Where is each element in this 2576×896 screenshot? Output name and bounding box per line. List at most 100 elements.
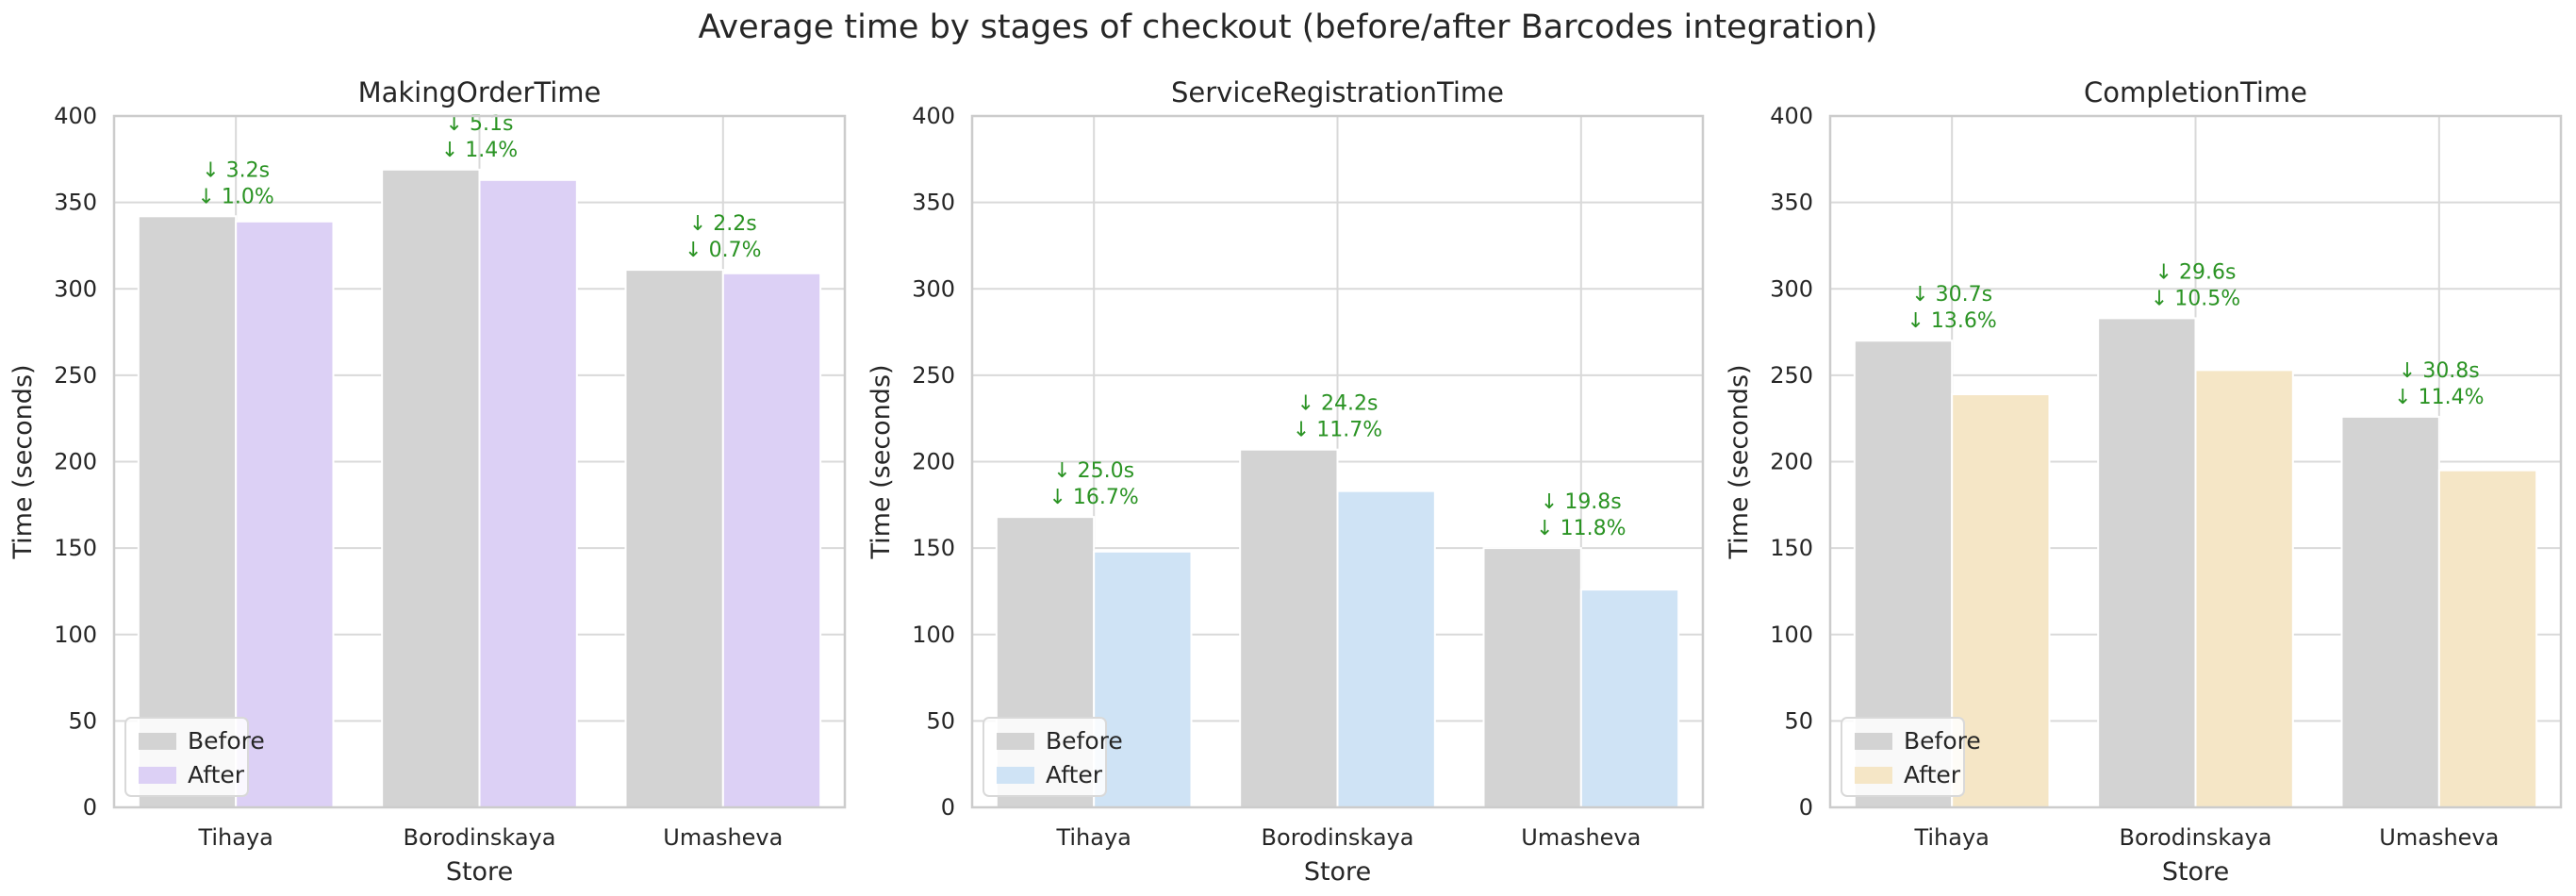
- x-axis-label: Store: [2162, 857, 2229, 887]
- bar-after-borodinskaya: [2194, 369, 2294, 808]
- panel-2: 0 50 100 150 200 250 300 350 400 Tihaya Borodinska…: [867, 76, 1705, 887]
- y-axis-label: Time (seconds): [867, 364, 896, 559]
- y-tick-label: 300: [54, 275, 97, 302]
- diff-percent-label: ↓ 11.4%: [2394, 386, 2484, 409]
- bar-before-borodinskaya: [2097, 317, 2197, 808]
- y-tick-label: 400: [912, 103, 955, 129]
- legend-swatch-before: [997, 733, 1034, 750]
- diff-percent-label: ↓ 1.4%: [441, 139, 518, 162]
- diff-percent-label: ↓ 10.5%: [2151, 287, 2240, 310]
- bar-after-umasheva: [721, 272, 822, 808]
- y-tick-label: 100: [912, 622, 955, 648]
- diff-seconds-label: ↓ 30.7s: [1911, 283, 1992, 307]
- bar-after-umasheva: [1579, 589, 1680, 808]
- bar-after-borodinskaya: [478, 178, 578, 809]
- y-tick-label: 50: [926, 707, 955, 734]
- y-tick-label: 250: [54, 362, 97, 389]
- diff-seconds-label: ↓ 3.2s: [202, 158, 270, 182]
- x-tick-label: Tihaya: [1055, 824, 1131, 851]
- bar-after-tihaya: [1951, 393, 2051, 808]
- x-tick-label: Borodinskaya: [1262, 824, 1414, 851]
- y-axis-label: Time (seconds): [1725, 364, 1754, 559]
- y-tick-label: 0: [1799, 794, 1813, 821]
- bar-after-umasheva: [2437, 469, 2538, 808]
- x-axis-label: Store: [1304, 857, 1371, 887]
- x-tick-label: Tihaya: [1913, 824, 1989, 851]
- panel-title: CompletionTime: [2084, 76, 2307, 108]
- diff-percent-label: ↓ 11.7%: [1293, 419, 1382, 442]
- y-tick-label: 350: [1770, 190, 1813, 216]
- panel-1: 0 50 100 150 200 250 300 350 400 Tihaya Borodinska…: [8, 76, 847, 887]
- y-tick-label: 250: [1770, 362, 1813, 389]
- x-tick-label: Borodinskaya: [404, 824, 556, 851]
- y-tick-label: 100: [54, 622, 97, 648]
- y-tick-label: 50: [1784, 707, 1813, 734]
- x-tick-label: Tihaya: [197, 824, 272, 851]
- bar-before-borodinskaya: [1239, 448, 1339, 808]
- y-tick-label: 250: [912, 362, 955, 389]
- bar-before-borodinskaya: [381, 168, 481, 808]
- y-axis-label: Time (seconds): [8, 364, 38, 559]
- y-tick-label: 50: [68, 707, 97, 734]
- bar-after-tihaya: [235, 220, 335, 809]
- legend-label-before: Before: [1046, 727, 1123, 755]
- legend-label-before: Before: [188, 727, 265, 755]
- y-tick-label: 200: [1770, 449, 1813, 475]
- legend-label-after: After: [1046, 761, 1103, 788]
- legend: Before After: [1841, 717, 1981, 797]
- diff-percent-label: ↓ 0.7%: [685, 239, 761, 262]
- panel-3: 0 50 100 150 200 250 300 350 400 Tihaya Borodinska…: [1725, 76, 2563, 887]
- y-tick-label: 0: [83, 794, 97, 821]
- y-tick-label: 350: [54, 190, 97, 216]
- bar-after-tihaya: [1093, 550, 1193, 808]
- diff-seconds-label: ↓ 24.2s: [1297, 392, 1379, 416]
- y-tick-label: 400: [1770, 103, 1813, 129]
- y-tick-label: 150: [1770, 535, 1813, 561]
- plot-frame: [970, 114, 1705, 809]
- diff-seconds-label: ↓ 19.8s: [1541, 490, 1622, 514]
- bar-before-umasheva: [2340, 415, 2440, 808]
- legend-label-before: Before: [1904, 727, 1981, 755]
- x-tick-label: Umasheva: [1521, 824, 1641, 851]
- diff-percent-label: ↓ 11.8%: [1536, 517, 1626, 540]
- y-tick-label: 300: [1770, 275, 1813, 302]
- x-tick-label: Umasheva: [663, 824, 783, 851]
- panel-title: MakingOrderTime: [358, 76, 602, 108]
- plot-frame: [1828, 114, 2563, 809]
- legend-label-after: After: [188, 761, 245, 788]
- y-tick-label: 150: [54, 535, 97, 561]
- y-tick-label: 0: [941, 794, 955, 821]
- diff-seconds-label: ↓ 29.6s: [2155, 260, 2237, 284]
- bar-before-umasheva: [1482, 547, 1582, 808]
- y-tick-label: 150: [912, 535, 955, 561]
- plot-frame: [112, 114, 847, 809]
- figure-title: Average time by stages of checkout (befo…: [699, 8, 1878, 46]
- legend-swatch-after: [997, 767, 1034, 784]
- legend-swatch-before: [139, 733, 176, 750]
- y-tick-label: 300: [912, 275, 955, 302]
- bar-before-umasheva: [624, 269, 724, 808]
- legend-swatch-after: [139, 767, 176, 784]
- diff-percent-label: ↓ 16.7%: [1049, 486, 1139, 509]
- y-tick-label: 200: [912, 449, 955, 475]
- diff-percent-label: ↓ 1.0%: [198, 185, 274, 208]
- y-tick-label: 200: [54, 449, 97, 475]
- legend-swatch-after: [1855, 767, 1892, 784]
- diff-seconds-label: ↓ 25.0s: [1053, 459, 1134, 483]
- y-tick-label: 350: [912, 190, 955, 216]
- y-tick-label: 100: [1770, 622, 1813, 648]
- legend: Before After: [124, 717, 265, 797]
- panel-title: ServiceRegistrationTime: [1171, 76, 1504, 108]
- legend-label-after: After: [1904, 761, 1961, 788]
- y-tick-label: 400: [54, 103, 97, 129]
- legend-swatch-before: [1855, 733, 1892, 750]
- x-tick-label: Borodinskaya: [2120, 824, 2272, 851]
- x-tick-label: Umasheva: [2379, 824, 2499, 851]
- diff-seconds-label: ↓ 30.8s: [2399, 359, 2480, 383]
- legend: Before After: [983, 717, 1123, 797]
- bar-before-tihaya: [137, 215, 238, 809]
- x-axis-label: Store: [446, 857, 513, 887]
- diff-seconds-label: ↓ 2.2s: [689, 212, 757, 236]
